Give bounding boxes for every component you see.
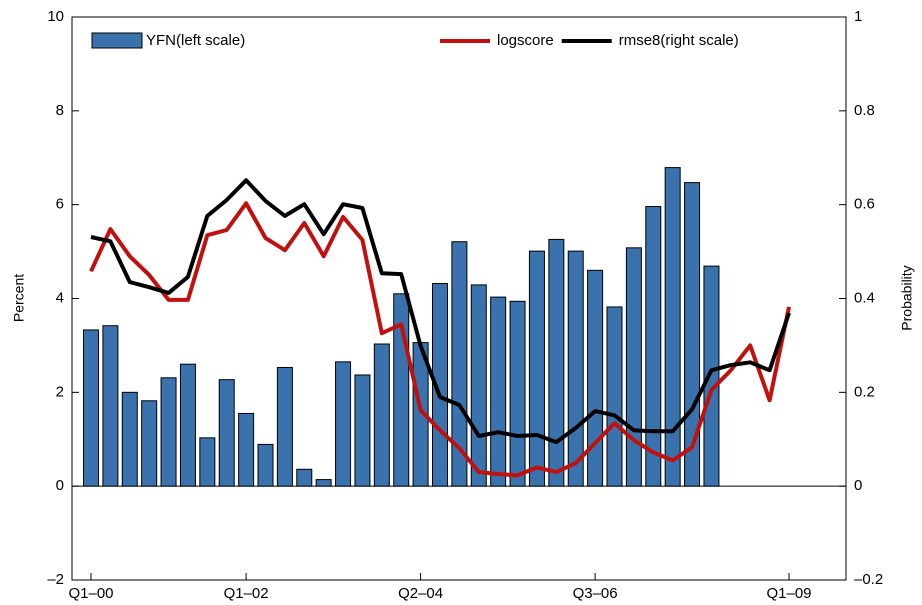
y-tick-label: 0 (56, 477, 64, 494)
bar (664, 167, 681, 487)
bar (684, 182, 701, 487)
bar (335, 361, 352, 487)
bar (509, 300, 526, 487)
y-tick-label: 10 (47, 8, 64, 25)
x-tick-label: Q1–02 (224, 585, 269, 602)
x-tick-label: Q1–09 (766, 585, 811, 602)
bar (625, 247, 642, 487)
bar (606, 306, 623, 487)
bar (548, 238, 565, 487)
bar (276, 366, 293, 487)
bar (102, 325, 119, 487)
line (89, 201, 791, 478)
x-tick-label: Q2–04 (398, 585, 443, 602)
bar (373, 343, 390, 487)
x-tick-label: Q3–06 (573, 585, 618, 602)
bar (354, 374, 371, 487)
y2-axis-label: Probability (899, 265, 915, 330)
y2-tick-label: 1 (854, 8, 862, 25)
y2-tick-label: 0.2 (854, 383, 875, 400)
y2-tick-label: 0.6 (854, 196, 875, 213)
y-tick-label: 2 (56, 383, 64, 400)
line (90, 178, 791, 445)
bar (160, 377, 177, 487)
bar (645, 206, 662, 487)
legend-label: logscore (497, 32, 554, 49)
bar (199, 437, 216, 487)
bar (179, 363, 196, 487)
bar (141, 400, 158, 487)
y2-tick-label: 0 (854, 477, 862, 494)
bar (83, 329, 99, 487)
legend-swatch (91, 32, 143, 49)
bar (587, 269, 604, 487)
bar (121, 391, 138, 487)
bar (703, 265, 720, 487)
bar (315, 479, 332, 487)
bar (257, 443, 274, 487)
bar (451, 241, 468, 487)
bar (218, 379, 235, 487)
bar (296, 468, 313, 487)
y-tick-label: 8 (56, 102, 64, 119)
y-tick-label: 4 (56, 289, 64, 306)
x-tick-label: Q1–00 (68, 585, 113, 602)
bar (470, 284, 487, 487)
bar (490, 296, 507, 487)
y-tick-label: 6 (56, 196, 64, 213)
y2-tick-label: –0.2 (854, 571, 883, 588)
y-axis-label: Percent (11, 274, 27, 322)
y2-tick-label: 0.4 (854, 289, 875, 306)
legend-label: rmse8(right scale) (619, 32, 739, 49)
y-tick-label: –2 (47, 571, 64, 588)
legend-label: YFN(left scale) (146, 32, 245, 49)
y2-tick-label: 0.8 (854, 102, 875, 119)
bar (528, 250, 545, 487)
bar (238, 412, 255, 487)
bar (567, 250, 584, 487)
